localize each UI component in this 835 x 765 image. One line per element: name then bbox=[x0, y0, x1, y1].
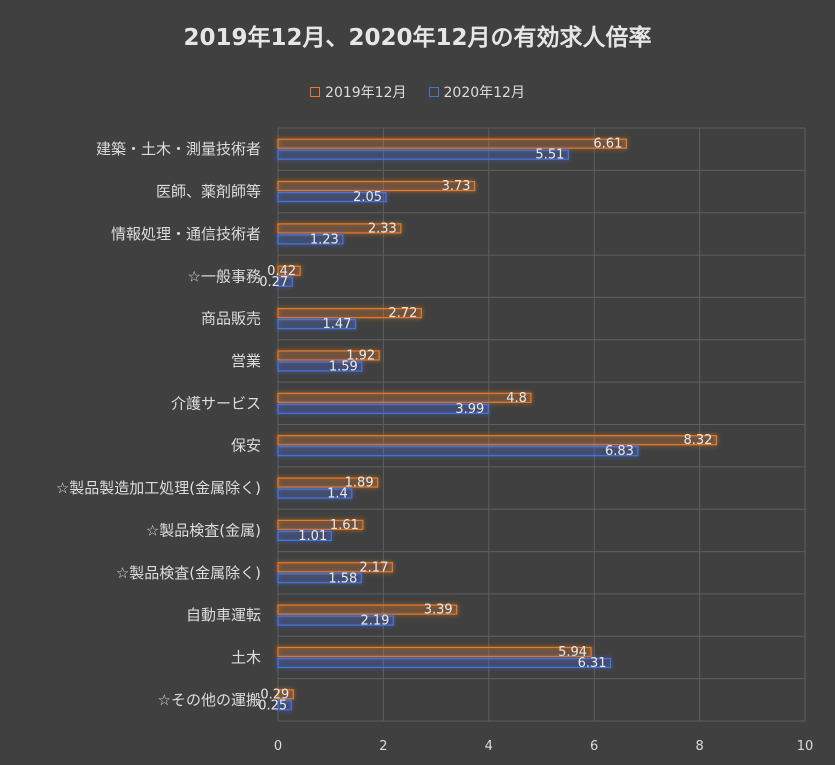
bar-2019 bbox=[277, 392, 532, 403]
bar-2019 bbox=[277, 562, 393, 573]
bar-2019 bbox=[277, 138, 627, 149]
bar-2020 bbox=[277, 403, 489, 414]
chart-title: 2019年12月、2020年12月の有効求人倍率 bbox=[183, 25, 652, 51]
category-label: ☆製品製造加工処理(金属除く) bbox=[56, 479, 261, 497]
category-label: ☆その他の運搬 bbox=[158, 691, 261, 709]
data-label-2020: 1.23 bbox=[310, 232, 339, 247]
bar-2019 bbox=[277, 646, 592, 658]
bar-2019 bbox=[277, 180, 476, 192]
bar-2020 bbox=[277, 276, 293, 287]
category-label: 保安 bbox=[231, 437, 261, 455]
bar-2019 bbox=[277, 350, 380, 361]
category-label: 土木 bbox=[231, 648, 261, 666]
legend-item-2020: 2020年12月 bbox=[428, 82, 525, 102]
data-label-2020: 0.25 bbox=[258, 698, 287, 713]
category-label: ☆製品検査(金属除く) bbox=[116, 564, 261, 582]
bar-2019 bbox=[277, 308, 422, 319]
category-label: 情報処理・通信技術者 bbox=[111, 225, 261, 243]
bar-2020 bbox=[277, 573, 362, 584]
bar-2020 bbox=[277, 361, 363, 372]
data-label-2020: 1.58 bbox=[328, 571, 357, 586]
bar-2019 bbox=[277, 519, 364, 530]
data-label-2020: 1.4 bbox=[327, 487, 348, 502]
bar-2020 bbox=[277, 191, 387, 203]
bar-2020 bbox=[277, 657, 612, 669]
legend-swatch-2019 bbox=[310, 87, 321, 97]
chart-legend: 2019年12月 2020年12月 bbox=[0, 82, 835, 102]
bar-2020 bbox=[277, 488, 353, 499]
data-label-2020: 1.59 bbox=[329, 359, 358, 374]
data-label-2019: 1.92 bbox=[346, 348, 375, 363]
data-label-2019: 1.89 bbox=[345, 476, 374, 491]
data-label-2019: 3.73 bbox=[442, 179, 471, 194]
category-label: 商品販売 bbox=[201, 310, 261, 328]
x-tick-label: 0 bbox=[274, 739, 282, 754]
bar-2020 bbox=[277, 615, 395, 626]
category-label: 介護サービス bbox=[171, 394, 261, 412]
data-label-2019: 0.42 bbox=[267, 264, 296, 279]
data-label-2019: 6.61 bbox=[593, 137, 622, 152]
bar-2019 bbox=[277, 477, 379, 488]
data-label-2020: 6.83 bbox=[605, 444, 634, 459]
legend-swatch-2020 bbox=[428, 87, 439, 97]
x-tick-label: 2 bbox=[379, 739, 387, 754]
data-label-2020: 6.31 bbox=[578, 656, 607, 671]
x-tick-label: 10 bbox=[797, 739, 814, 754]
bar-2020 bbox=[277, 530, 332, 541]
category-label: ☆一般事務 bbox=[188, 267, 261, 285]
data-label-2020: 0.27 bbox=[259, 275, 288, 290]
category-label: 医師、薬剤師等 bbox=[156, 183, 261, 201]
legend-label-2019: 2019年12月 bbox=[325, 85, 407, 101]
x-tick-label: 8 bbox=[695, 739, 703, 754]
data-label-2019: 5.94 bbox=[558, 645, 587, 660]
bar-2020 bbox=[277, 319, 357, 330]
bar-2019 bbox=[277, 265, 301, 276]
data-label-2020: 1.01 bbox=[298, 529, 327, 544]
bar-2020 bbox=[277, 234, 344, 245]
data-label-2019: 8.32 bbox=[684, 433, 713, 448]
category-label: ☆製品検査(金属) bbox=[146, 521, 261, 539]
data-label-2020: 3.99 bbox=[455, 402, 484, 417]
x-tick-label: 4 bbox=[485, 739, 493, 754]
data-label-2020: 5.51 bbox=[535, 148, 564, 163]
data-label-2019: 2.72 bbox=[388, 306, 417, 321]
data-label-2019: 1.61 bbox=[330, 518, 359, 533]
data-label-2019: 2.33 bbox=[368, 221, 397, 236]
bar-2019 bbox=[277, 435, 718, 446]
category-label: 営業 bbox=[231, 352, 261, 370]
legend-label-2020: 2020年12月 bbox=[443, 85, 525, 101]
bar-2019 bbox=[277, 223, 402, 234]
category-label: 自動車運転 bbox=[186, 606, 261, 624]
data-label-2019: 4.8 bbox=[506, 391, 527, 406]
bar-2020 bbox=[277, 700, 292, 711]
data-label-2020: 1.47 bbox=[323, 317, 352, 332]
bar-2020 bbox=[277, 446, 639, 457]
data-label-2020: 2.19 bbox=[360, 614, 389, 629]
bar-2019 bbox=[277, 604, 458, 615]
data-label-2019: 2.17 bbox=[359, 560, 388, 575]
category-label: 建築・土木・測量技術者 bbox=[96, 140, 261, 158]
bar-2019 bbox=[277, 689, 294, 700]
data-label-2019: 0.29 bbox=[260, 687, 289, 702]
bar-2020 bbox=[277, 149, 569, 160]
x-tick-label: 6 bbox=[590, 739, 598, 754]
legend-item-2019: 2019年12月 bbox=[310, 82, 407, 102]
data-label-2020: 2.05 bbox=[353, 190, 382, 205]
data-label-2019: 3.39 bbox=[424, 603, 453, 618]
